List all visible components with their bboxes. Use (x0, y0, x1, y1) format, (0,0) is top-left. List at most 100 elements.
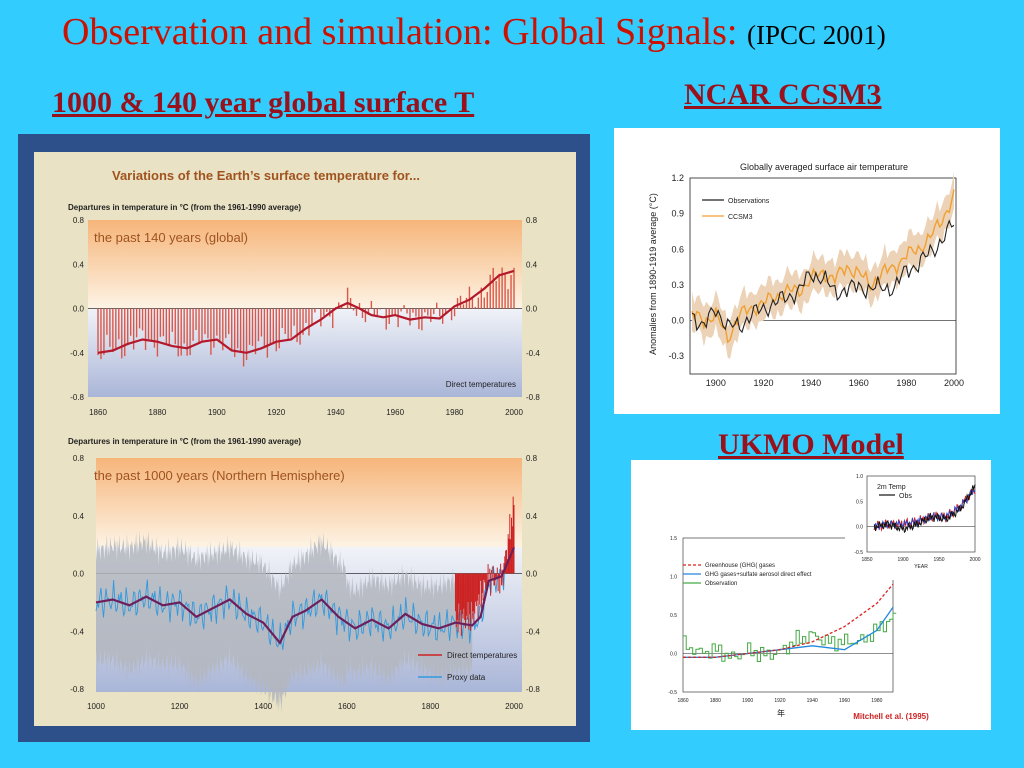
ukmo-ytick: -0.5 (668, 690, 677, 696)
ipcc-top-ytick-left: -0.4 (70, 349, 84, 358)
ipcc-top-ytick-right: 0.0 (526, 305, 538, 314)
slide-title: Observation and simulation: Global Signa… (62, 10, 886, 54)
ipcc-top-xtick: 1880 (149, 408, 167, 417)
ncar-xtick: 1920 (753, 378, 773, 388)
ukmo-heading: UKMO Model (718, 428, 904, 461)
ipcc-bottom-uncertainty-band (96, 530, 473, 714)
slide-title-main: Observation and simulation: Global Signa… (62, 11, 738, 53)
ncar-xtick: 2000 (944, 378, 964, 388)
ipcc-top-ytick-right: -0.4 (526, 349, 540, 358)
ukmo-credit: Mitchell et al. (1995) (853, 712, 929, 721)
ipcc-bottom-xtick: 1000 (87, 702, 105, 711)
ipcc-bottom-ytick-right: 0.0 (526, 570, 538, 579)
ncar-plot-frame (689, 177, 957, 375)
inset-legend-obs: Obs (899, 493, 912, 500)
ncar-ytick: 0.0 (671, 316, 684, 326)
ncar-ytick: 1.2 (671, 173, 684, 183)
ukmo-inset-xtick: 1900 (897, 557, 908, 563)
ncar-plot: 1900 1920 1940 1960 1980 2000 1.2 0.9 0.6 0.3 0.0 -… (668, 171, 964, 388)
inset-xlabel: YEAR (914, 564, 928, 570)
ncar-obs-line (691, 219, 955, 334)
ncar-ytick: -0.3 (668, 351, 684, 361)
ukmo-inset-ytick: -0.5 (854, 550, 863, 556)
ncar-legend-ccsm3: CCSM3 (728, 214, 753, 221)
ncar-xtick: 1960 (849, 378, 869, 388)
ipcc-top-xtick: 1940 (327, 408, 345, 417)
ipcc-bottom-ytick-right: 0.8 (526, 454, 538, 463)
ipcc-top-xtick: 1980 (446, 408, 464, 417)
ipcc-bottom-xtick: 1200 (171, 702, 189, 711)
ipcc-bottom-ytick-right: -0.8 (526, 685, 540, 694)
slide-title-source: (IPCC 2001) (746, 20, 886, 50)
left-heading: 1000 & 140 year global surface T (52, 86, 475, 119)
ipcc-top-panel-label: the past 140 years (global) (94, 230, 248, 245)
ipcc-bottom-proxy-line (95, 563, 506, 650)
ipcc-bottom-xtick: 2000 (505, 702, 523, 711)
ipcc-figure-svg: Variations of the Earth’s surface temper… (34, 152, 576, 726)
ukmo-xtick: 1860 (677, 698, 688, 704)
ukmo-ytick: 1.5 (670, 536, 677, 542)
ipcc-top-smooth-curve (97, 269, 515, 354)
ncar-ylabel: Anomalies from 1890-1919 average (°C) (648, 193, 658, 355)
ipcc-top-xtick: 2000 (505, 408, 523, 417)
ipcc-top-ylabel: Departures in temperature in °C (from th… (68, 203, 301, 212)
ncar-ytick: 0.3 (671, 280, 684, 290)
ipcc-bottom-smooth-curve (95, 547, 516, 645)
ukmo-inset-ytick: 1.0 (856, 474, 863, 480)
ipcc-figure: Variations of the Earth’s surface temper… (18, 134, 590, 742)
ncar-ytick: 0.6 (671, 244, 684, 254)
ipcc-bottom-xtick: 1400 (254, 702, 272, 711)
ukmo-legend-sulfate: GHG gases+sulfate aerosol direct effect (705, 572, 812, 578)
ukmo-plot: 1860 1880 1900 1920 1940 1960 1980 1.5 1.0 0.5 0.0… (668, 536, 897, 704)
ipcc-top-xtick: 1900 (208, 408, 226, 417)
ipcc-heading: Variations of the Earth’s surface temper… (112, 168, 420, 183)
ipcc-bottom-ytick-right: 0.4 (526, 512, 538, 521)
ipcc-bottom-ytick-left: -0.4 (70, 627, 84, 636)
ukmo-inset-frame (866, 475, 976, 553)
ncar-xtick: 1940 (801, 378, 821, 388)
ipcc-top-ytick-left: -0.8 (70, 393, 84, 402)
ukmo-ytick: 0.0 (670, 652, 677, 658)
ipcc-top-ytick-right: 0.8 (526, 216, 538, 225)
ukmo-inset-xtick: 1950 (933, 557, 944, 563)
ipcc-top-warm-bg (88, 220, 522, 308)
ipcc-bottom-warm-bg (96, 458, 522, 547)
ukmo-inset-ytick: 0.0 (856, 525, 863, 531)
ipcc-top-ytick-left: 0.8 (73, 216, 85, 225)
ukmo-xlabel: 年 (777, 708, 785, 718)
ipcc-bottom-plot: 1000 1200 1400 1600 1800 2000 0.8 0.8 0.4 0.4 0.0 0… (70, 454, 540, 714)
ncar-figure: Globally averaged surface air temperatur… (614, 128, 1000, 414)
ukmo-ytick: 0.5 (670, 613, 677, 619)
ipcc-top-plot: 1860 1880 1900 1920 1940 1960 1980 2000 0.8 0.8 0.… (70, 216, 540, 417)
ipcc-bottom-ytick-left: 0.8 (73, 454, 85, 463)
ukmo-inset-ytick: 0.5 (856, 499, 863, 505)
ukmo-xtick: 1980 (871, 698, 882, 704)
ipcc-top-xtick: 1960 (386, 408, 404, 417)
ipcc-top-ytick-left: 0.0 (73, 305, 85, 314)
ukmo-figure: 1860 1880 1900 1920 1940 1960 1980 1.5 1.0 0.5 0.0… (631, 460, 991, 730)
ipcc-bottom-ytick-right: -0.4 (526, 627, 540, 636)
ukmo-legend-obs: Observation (705, 581, 737, 587)
ukmo-xtick: 1920 (774, 698, 785, 704)
ukmo-xtick: 1880 (710, 698, 721, 704)
ukmo-xtick: 1960 (839, 698, 850, 704)
ipcc-bottom-legend-proxy: Proxy data (447, 673, 486, 682)
ipcc-bottom-legend-direct: Direct temperatures (447, 651, 517, 660)
ukmo-figure-svg: 1860 1880 1900 1920 1940 1960 1980 1.5 1.0 0.5 0.0… (668, 468, 989, 721)
ncar-title: Globally averaged surface air temperatur… (740, 162, 908, 172)
ukmo-ghg-line (683, 583, 894, 658)
ukmo-inset-xtick: 1850 (861, 557, 872, 563)
ncar-heading: NCAR CCSM3 (684, 78, 882, 111)
ipcc-bottom-ytick-left: -0.8 (70, 685, 84, 694)
ukmo-xtick: 1900 (742, 698, 753, 704)
ukmo-legend-ghg: Greenhouse (GHG( gases (705, 563, 775, 569)
ncar-figure-svg: Globally averaged surface air temperatur… (648, 162, 964, 388)
ukmo-inset-xtick: 2000 (969, 557, 980, 563)
inset-legend-temp: 2m Temp (877, 484, 906, 491)
ukmo-ytick: 1.0 (670, 575, 677, 581)
ukmo-inset-plot: 1850 1900 1950 2000 1.0 0.5 0.0 -0.5 (854, 474, 980, 563)
ipcc-bottom-xtick: 1600 (338, 702, 356, 711)
ncar-xtick: 1900 (706, 378, 726, 388)
ipcc-top-ytick-left: 0.4 (73, 260, 85, 269)
ipcc-top-legend-direct: Direct temperatures (446, 380, 516, 389)
